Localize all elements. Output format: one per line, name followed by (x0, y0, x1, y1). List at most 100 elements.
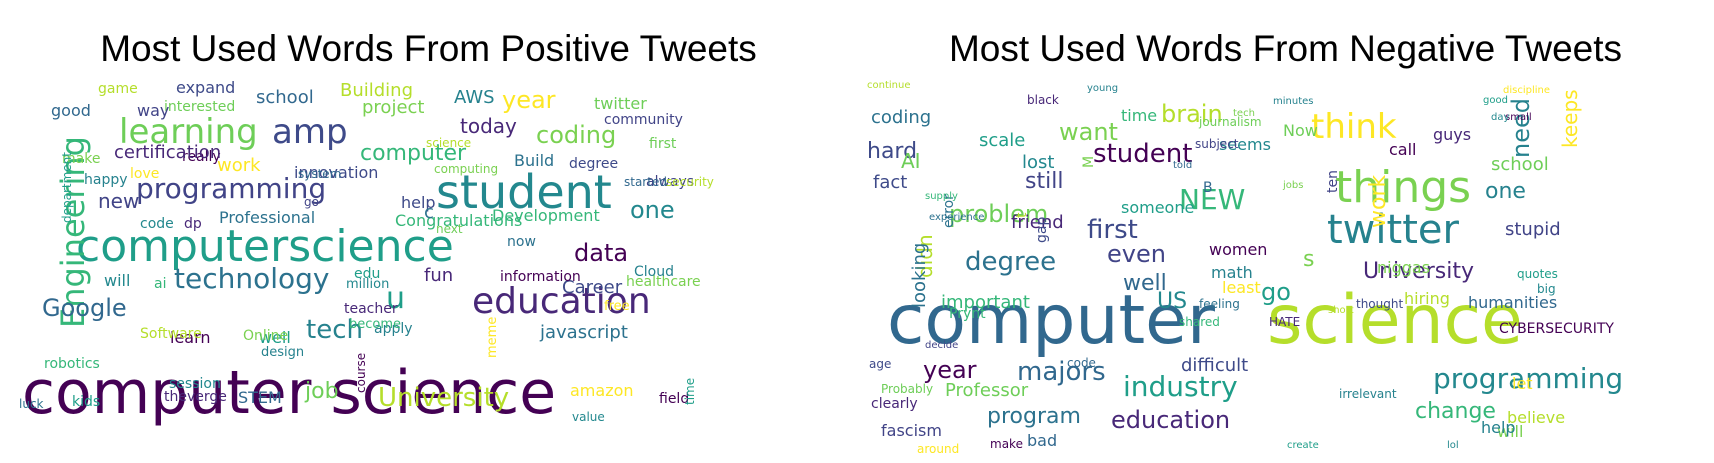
wordcloud-word: keeps (1558, 89, 1582, 148)
positive-wordcloud-svg: computer science computerscience student ed… (19, 78, 714, 428)
wordcloud-word: discipline (1503, 85, 1550, 96)
wordcloud-word: first (649, 136, 677, 152)
wordcloud-word: field (659, 391, 689, 407)
wordcloud-word: ten (1325, 170, 1341, 193)
wordcloud-word: project (362, 97, 424, 118)
wordcloud-word: Software (140, 326, 202, 342)
wordcloud-word: stupid (1505, 219, 1561, 240)
positive-chart-title: Most Used Words From Positive Tweets (100, 28, 757, 69)
wordcloud-word: make (990, 437, 1023, 451)
wordcloud-word: education (1111, 406, 1230, 434)
wordcloud-word: change (1415, 399, 1496, 424)
wordcloud-word: fun (424, 265, 453, 286)
wordcloud-word: work (217, 155, 261, 176)
wordcloud-word: around (917, 442, 959, 456)
wordcloud-word: first (1087, 215, 1138, 245)
wordcloud-word: age (869, 357, 891, 371)
wordcloud-word: didn (913, 234, 937, 278)
wordcloud-word: session (169, 376, 221, 392)
wordcloud-word: certification (114, 142, 221, 163)
wordcloud-word: industry (1123, 370, 1238, 403)
wordcloud-word: big (1537, 282, 1556, 296)
wordcloud-word: Probably (881, 382, 933, 396)
wordcloud-word: hard (867, 139, 917, 164)
positive-wordcloud: computer science computerscience student ed… (14, 78, 757, 458)
wordcloud-word: supply (925, 191, 958, 202)
wordcloud-word: M (1081, 156, 1097, 168)
wordcloud-word: math (1211, 263, 1253, 282)
wordcloud-word: amp (272, 112, 348, 152)
wordcloud-word: make (62, 151, 100, 167)
wordcloud-word: computing (434, 162, 498, 176)
wordcloud-word: will (1497, 422, 1523, 441)
wordcloud-word: shared (1179, 315, 1220, 329)
wordcloud-word: million (346, 277, 389, 292)
wordcloud-word: teacher (344, 301, 398, 317)
wordcloud-word: science (1267, 281, 1523, 360)
wordcloud-word: Engineering (54, 136, 92, 328)
wordcloud-word: luck (19, 397, 44, 411)
wordcloud-word: create (1287, 440, 1319, 451)
wordcloud-word: Congratulations (395, 211, 522, 230)
wordcloud-word: coding (871, 107, 931, 128)
wordcloud-word: computer (360, 141, 467, 166)
wordcloud-word: u (386, 281, 405, 316)
wordcloud-word: work (1366, 175, 1391, 228)
wordcloud-word: t (1014, 212, 1030, 218)
wordcloud-word: Professor (945, 380, 1029, 401)
wordcloud-word: need (1507, 98, 1535, 158)
wordcloud-word: University (378, 383, 509, 413)
negative-panel: Most Used Words From Negative Tweets com… (857, 0, 1714, 463)
wordcloud-word: really (182, 149, 221, 165)
wordcloud-word: fascism (881, 421, 942, 440)
wordcloud-word: irrelevant (1339, 387, 1397, 401)
wordcloud-word: student (436, 165, 612, 219)
wordcloud-word: community (604, 112, 683, 128)
wordcloud-word: Now (1283, 121, 1318, 140)
wordcloud-word: value (572, 410, 605, 424)
wordcloud-word: still (1025, 169, 1063, 194)
wordcloud-word: error (941, 194, 957, 228)
wordcloud-word: course (354, 353, 368, 393)
wordcloud-word: subject (1195, 137, 1239, 151)
wordcloud-word: apply (374, 321, 413, 337)
wordcloud-word: always (646, 174, 694, 190)
wordcloud-word: will (104, 271, 130, 290)
wordcloud-word: Building (340, 80, 413, 101)
wordcloud-word: majors (1017, 357, 1106, 387)
wordcloud-word: bad (1027, 431, 1057, 450)
wordcloud-word: learning (119, 112, 258, 152)
wordcloud-word: AI (901, 149, 921, 173)
wordcloud-word: new (98, 189, 139, 213)
wordcloud-word: NEW (1179, 183, 1245, 216)
wordcloud-word: programming (136, 172, 326, 205)
wordcloud-word: ai (154, 276, 166, 292)
wordcloud-word: system (298, 167, 341, 181)
wordcloud-word: degree (569, 156, 618, 172)
wordcloud-word: good (51, 101, 91, 120)
wordcloud-word: computer (887, 281, 1215, 360)
wordcloud-word: let (1512, 374, 1533, 393)
wordcloud-word: interested (164, 99, 235, 115)
wordcloud-word: code (1067, 356, 1096, 370)
wordcloud-word: journalism (1198, 115, 1262, 129)
negative-wordcloud: computer science things twitter think student… (867, 78, 1714, 458)
wordcloud-word: University (1363, 259, 1474, 284)
wordcloud-word: thought (1356, 297, 1403, 311)
wordcloud-word: innovation (294, 163, 378, 182)
wordcloud-word: next (436, 222, 463, 236)
wordcloud-word: believe (1507, 408, 1565, 427)
wordcloud-word: computer science (22, 358, 556, 428)
wordcloud-word: dp (184, 216, 202, 232)
wordcloud-word: difficult (1181, 355, 1248, 376)
wordcloud-word: one (630, 196, 675, 224)
wordcloud-word: science (426, 136, 471, 150)
wordcloud-word: one (1485, 179, 1526, 204)
wordcloud-word: programming (1433, 362, 1623, 395)
wordcloud-word: year (502, 86, 556, 114)
wordcloud-word: technology (174, 262, 329, 295)
wordcloud-word: free (604, 299, 630, 314)
wordcloud-word: edu (354, 266, 380, 282)
wordcloud-word: help (401, 193, 436, 212)
wordcloud-word: code (140, 216, 174, 232)
